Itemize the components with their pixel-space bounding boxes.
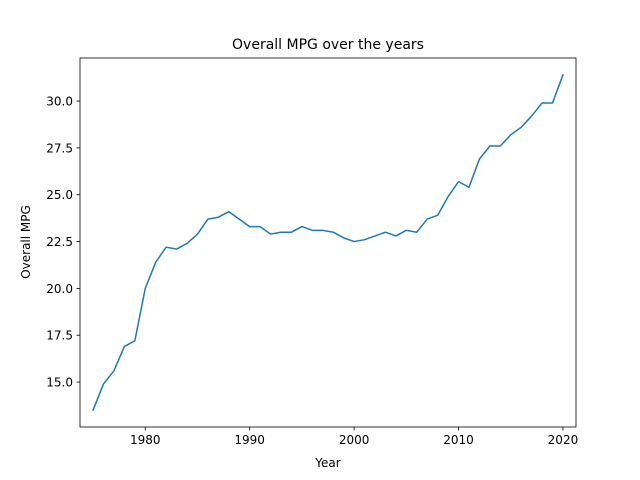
x-tick-label: 2000 — [339, 433, 370, 447]
y-axis-label: Overall MPG — [19, 205, 33, 279]
y-tick-label: 20.0 — [46, 282, 73, 296]
y-tick-label: 22.5 — [46, 235, 73, 249]
axes-frame — [79, 57, 577, 428]
y-tick-label: 30.0 — [46, 95, 73, 109]
y-tick-label: 17.5 — [46, 329, 73, 343]
x-axis-label: Year — [314, 456, 340, 470]
y-tick-label: 25.0 — [46, 188, 73, 202]
y-tick-label: 15.0 — [46, 376, 73, 390]
x-tick-label: 1990 — [234, 433, 265, 447]
y-tick-label: 27.5 — [46, 141, 73, 155]
x-tick-label: 1980 — [130, 433, 161, 447]
x-tick-label: 2010 — [443, 433, 474, 447]
x-tick-label: 2020 — [548, 433, 579, 447]
chart-title: Overall MPG over the years — [232, 37, 424, 53]
plot-area: 1980 1990 2000 2010 2020 15.0 17.5 20.0 22.5 25.0… — [46, 57, 579, 447]
series-line-0 — [92, 73, 564, 412]
